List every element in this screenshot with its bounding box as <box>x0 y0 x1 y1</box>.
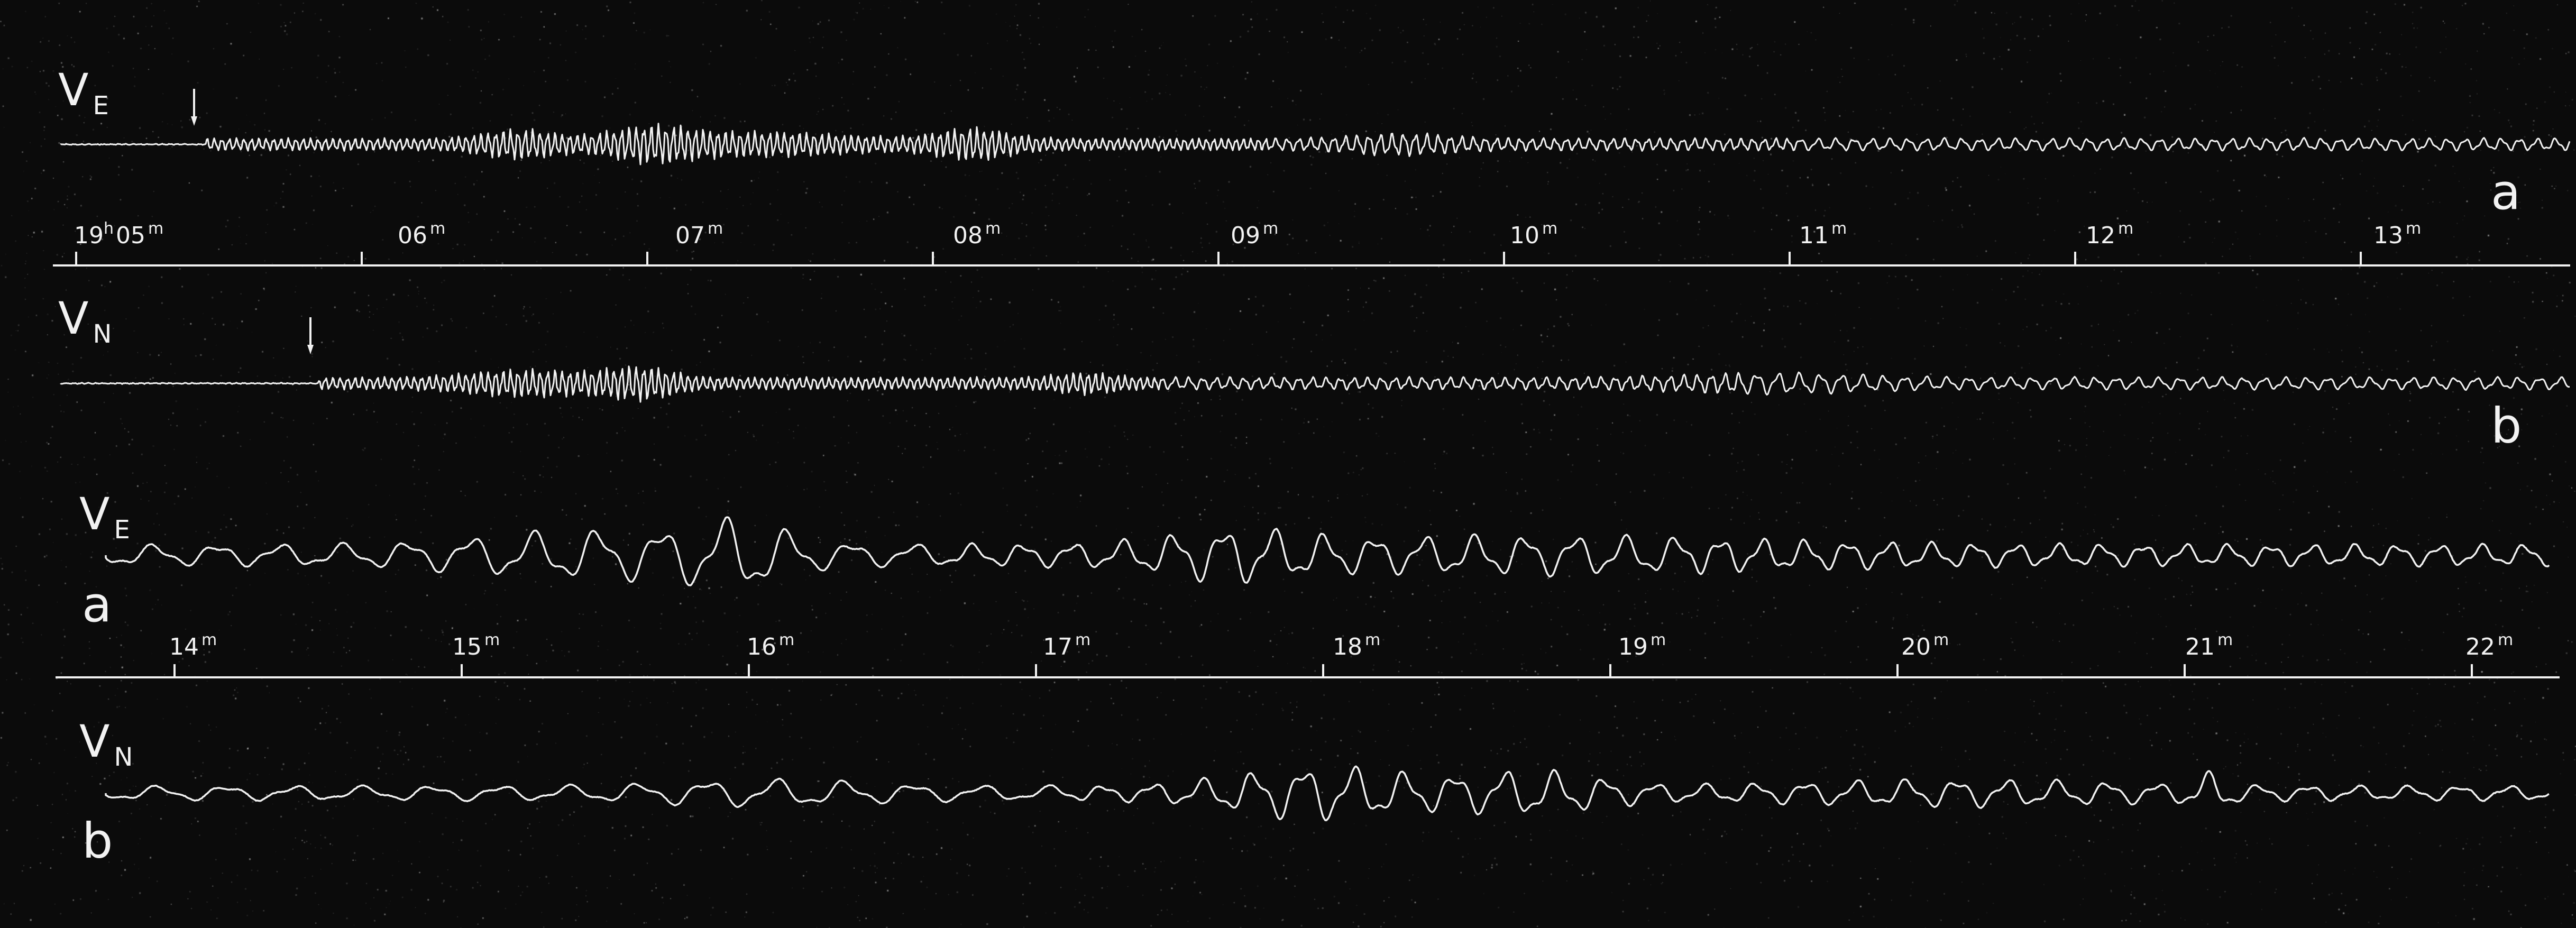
record2-tick-22: 22 m <box>2465 631 2514 660</box>
record1-tick-13: 13 m <box>2373 219 2422 249</box>
record1-tick-10: 10 m <box>1510 219 1558 249</box>
record1-tick-12: 12 m <box>2086 219 2134 249</box>
record2-tick-16: 16 m <box>747 631 795 660</box>
record2-tick-15: 15 m <box>452 631 500 660</box>
record1-tick-11: 11 m <box>1799 219 1847 249</box>
record1-upper-trace <box>60 123 2571 166</box>
arrival-arrow-lower <box>307 317 314 354</box>
record2-upper-panel-letter: a <box>82 576 112 633</box>
record1-upper-panel-letter: a <box>2491 164 2521 220</box>
record2-tick-19: 19 m <box>1618 631 1666 660</box>
record2-lower-trace <box>105 765 2550 822</box>
record1-tick-06: 06 m <box>398 219 446 249</box>
record2-lower-panel-letter: b <box>82 813 113 869</box>
record1-lower-trace <box>60 365 2570 403</box>
arrival-arrow-upper <box>191 89 197 126</box>
record1-tick-05: 19h05 m <box>74 219 164 249</box>
record2-tick-17: 17 m <box>1043 631 1091 660</box>
record1-tick-09: 09 m <box>1231 219 1279 249</box>
record1-tick-08: 08 m <box>953 219 1001 249</box>
record1-lower-panel-letter: b <box>2491 398 2522 454</box>
record2-upper-trace <box>105 516 2550 586</box>
record1-tick-07: 07 m <box>675 219 723 249</box>
record2-tick-21: 21 m <box>2185 631 2233 660</box>
record2-tick-20: 20 m <box>1901 631 1949 660</box>
record2-tick-14: 14 m <box>169 631 217 660</box>
record2-tick-18: 18 m <box>1333 631 1381 660</box>
